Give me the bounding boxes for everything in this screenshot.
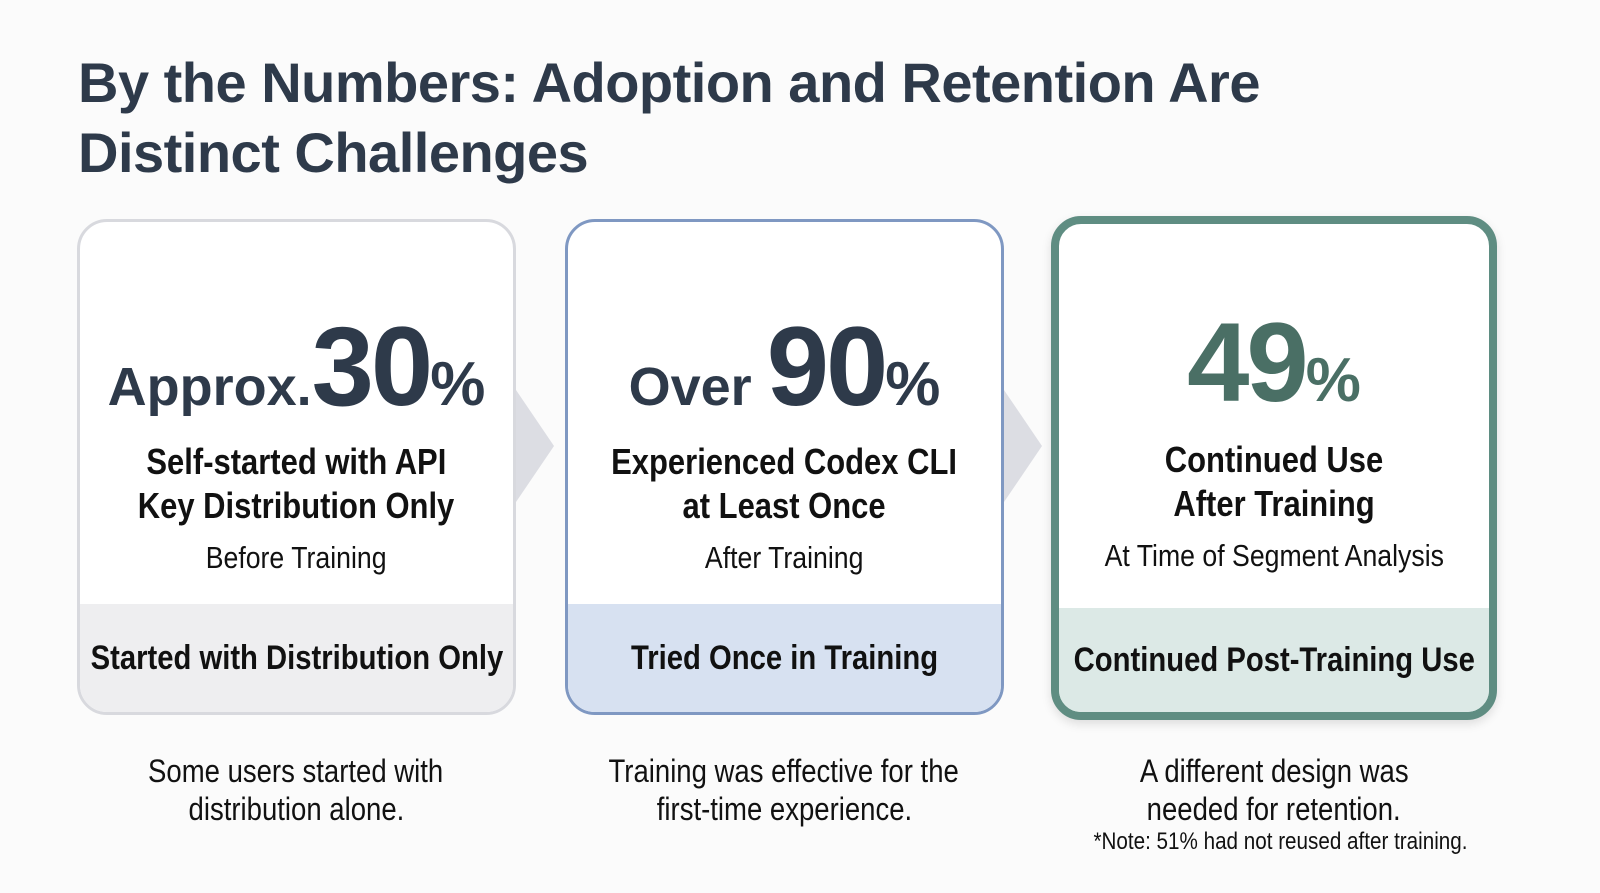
label-line: After Training (1173, 483, 1375, 524)
stat-number: 90 (766, 304, 889, 429)
stat-value: 49% (1059, 298, 1489, 427)
title-line-2: Distinct Challenges (78, 121, 589, 184)
band-text: Continued Post-Training Use (1073, 640, 1475, 679)
card-note: Some users started with distribution alon… (66, 752, 526, 828)
stat-card-experienced: Over 90% Experienced Codex CLI at Least O… (565, 219, 1004, 715)
stat-subtitle: At Time of Segment Analysis (1059, 538, 1489, 574)
stat-card-self-started: Approx.30% Self-started with API Key Dist… (77, 219, 516, 715)
stat-number: 49 (1187, 300, 1309, 425)
page-title: By the Numbers: Adoption and Retention A… (78, 48, 1261, 188)
stat-band: Tried Once in Training (568, 604, 1001, 712)
card-note: Training was effective for the first-time… (554, 752, 1014, 828)
subtitle-text: At Time of Segment Analysis (1104, 538, 1444, 573)
label-line: Self-started with API (146, 441, 447, 482)
band-text: Started with Distribution Only (90, 638, 503, 677)
note-line: A different design was (1139, 753, 1409, 789)
stat-value: Over 90% (568, 302, 1001, 431)
stat-subtitle: Before Training (80, 540, 513, 576)
subtitle-text: After Training (705, 540, 864, 575)
title-line-1: By the Numbers: Adoption and Retention A… (78, 51, 1261, 114)
stat-number: 30 (311, 304, 434, 429)
stat-prefix: Approx. (107, 357, 312, 417)
stat-prefix: Over (628, 357, 767, 417)
stat-percent: % (430, 350, 486, 419)
footnote-text: *Note: 51% had not reused after training… (1092, 828, 1468, 855)
stat-subtitle: After Training (568, 540, 1001, 576)
stat-band: Started with Distribution Only (80, 604, 513, 712)
footnote: *Note: 51% had not reused after training… (1050, 828, 1510, 856)
stat-label: Self-started with API Key Distribution On… (80, 440, 513, 528)
note-line: needed for retention. (1147, 791, 1401, 827)
stat-card-continued: 49% Continued Use After Training At Time … (1051, 216, 1497, 720)
card-note: A different design was needed for retenti… (1044, 752, 1504, 828)
label-line: Continued Use (1164, 439, 1384, 480)
arrow-right-icon (1004, 390, 1042, 502)
note-line: first-time experience. (656, 791, 912, 827)
subtitle-text: Before Training (206, 540, 387, 575)
label-line: Key Distribution Only (138, 485, 455, 526)
label-line: at Least Once (682, 485, 887, 526)
stat-label: Continued Use After Training (1059, 438, 1489, 526)
note-line: distribution alone. (188, 791, 404, 827)
stat-band: Continued Post-Training Use (1059, 608, 1489, 712)
label-line: Experienced Codex CLI (611, 441, 958, 482)
stat-value: Approx.30% (80, 302, 513, 431)
note-line: Training was effective for the (608, 753, 960, 789)
arrow-right-icon (516, 390, 554, 502)
note-line: Some users started with (148, 753, 444, 789)
band-text: Tried Once in Training (630, 638, 939, 677)
stat-percent: % (885, 350, 941, 419)
stat-label: Experienced Codex CLI at Least Once (568, 440, 1001, 528)
stat-percent: % (1305, 346, 1361, 415)
